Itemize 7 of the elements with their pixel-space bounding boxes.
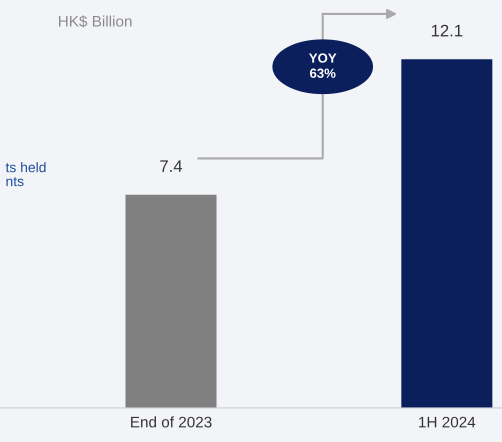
data-label: 7.4 bbox=[160, 160, 182, 172]
x-tick-label: 1H 2024 bbox=[419, 416, 476, 428]
chart-title: HK$ Billion bbox=[58, 15, 132, 28]
annotation: ts held nts bbox=[6, 162, 46, 186]
x-tick-label: End of 2023 bbox=[131, 416, 212, 428]
data-label: 12.1 bbox=[432, 24, 462, 36]
annotation: YOY 63% bbox=[309, 53, 336, 78]
